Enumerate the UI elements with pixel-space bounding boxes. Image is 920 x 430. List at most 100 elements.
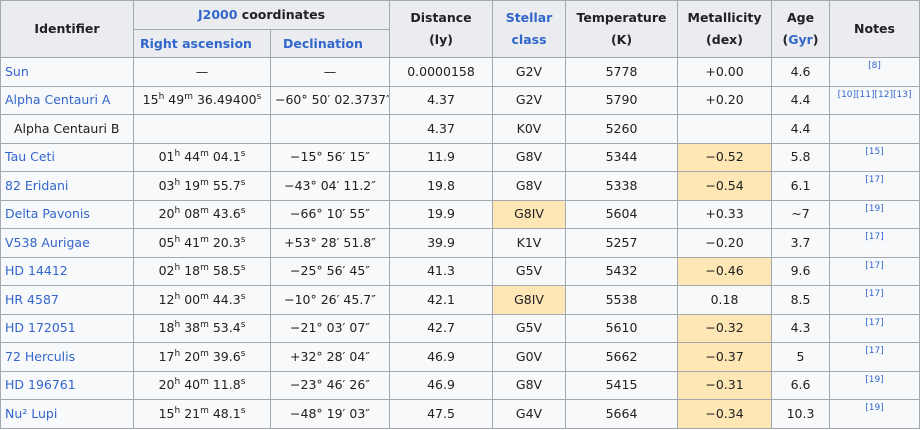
cell-identifier: 72 Herculis	[0, 342, 134, 372]
cell-identifier: Sun	[0, 57, 134, 87]
table-row: 72 Herculis 17h 20m 39.6s +32° 28′ 04″ 46.9…	[0, 342, 920, 372]
cell-temperature: 5338	[565, 171, 679, 201]
header-right-ascension[interactable]: Right ascension	[133, 29, 271, 58]
ra-unit: m	[200, 263, 209, 274]
reference-link[interactable]: [10][11][12][13]	[837, 89, 912, 100]
star-link[interactable]: 82 Eridani	[5, 177, 69, 193]
reference-link[interactable]: [8]	[868, 61, 881, 71]
cell-right-ascension	[133, 114, 271, 144]
cell-age: 4.4	[771, 114, 831, 144]
cell-identifier: Delta Pavonis	[0, 199, 134, 229]
table-row: HD 172051 18h 38m 53.4s −21° 03′ 07″ 42.7 G5…	[0, 313, 920, 343]
cell-stellar-class: K1V	[492, 228, 567, 258]
cell-distance: 11.9	[389, 142, 494, 172]
declination-link[interactable]: Declination	[283, 35, 363, 51]
header-metallicity[interactable]: Metallicity (dex)	[677, 0, 773, 58]
cell-temperature: 5260	[565, 114, 679, 144]
reference-link[interactable]: [15]	[865, 146, 884, 157]
ra-s-value: 58.5	[212, 263, 241, 279]
reference-link[interactable]: [19]	[865, 203, 884, 214]
stellar-class-link-2[interactable]: class	[511, 32, 547, 47]
cell-metallicity: −0.31	[677, 370, 773, 400]
stellar-class-link[interactable]: Stellar	[505, 10, 553, 25]
cell-distance: 19.8	[389, 171, 494, 201]
reference-link[interactable]: [19]	[865, 403, 884, 413]
cell-notes: [19]	[829, 199, 920, 229]
ra-unit: h	[174, 291, 181, 302]
ra-s-value: 11.8	[212, 377, 241, 393]
reference-link[interactable]: [17]	[865, 175, 884, 185]
table-row: Tau Ceti 01h 44m 04.1s −15° 56′ 15″ 11.9 G8V…	[0, 142, 920, 172]
cell-stellar-class: G8V	[492, 142, 567, 172]
reference-link[interactable]: [17]	[865, 260, 884, 271]
reference-link[interactable]: [19]	[865, 374, 884, 385]
cell-age: 5.8	[771, 142, 831, 172]
gyr-link[interactable]: Gyr	[788, 32, 813, 47]
cell-right-ascension: 20h 08m 43.6s	[133, 199, 271, 229]
ra-unit: h	[174, 263, 181, 274]
cell-right-ascension: 15h 49m 36.49400s	[133, 85, 271, 115]
table-row: HD 196761 20h 40m 11.8s −23° 46′ 26″ 46.9 G8…	[0, 370, 920, 400]
ra-unit: h	[158, 92, 165, 103]
header-notes[interactable]: Notes	[829, 0, 920, 58]
header-identifier[interactable]: Identifier	[0, 0, 134, 58]
reference-link[interactable]: [17]	[865, 232, 884, 242]
ra-m-value: 21	[184, 405, 201, 421]
header-age[interactable]: Age (Gyr)	[771, 0, 831, 58]
ra-unit: s	[240, 405, 246, 416]
ra-m-value: 38	[184, 320, 201, 336]
cell-declination: −60° 50′ 02.3737″	[269, 85, 391, 115]
star-link[interactable]: Alpha Centauri A	[5, 92, 111, 108]
ra-unit: s	[240, 206, 246, 217]
reference-link[interactable]: [17]	[865, 317, 884, 328]
cell-declination: −48° 19′ 03″	[269, 399, 391, 429]
cell-notes: [17]	[829, 342, 920, 372]
reference-link[interactable]: [17]	[865, 289, 884, 299]
star-link[interactable]: HR 4587	[5, 291, 59, 307]
cell-right-ascension: —	[133, 57, 271, 87]
j2000-link[interactable]: J2000	[198, 7, 238, 22]
ra-s-value: 39.6	[212, 348, 241, 364]
header-stellar-class[interactable]: Stellar class	[492, 0, 567, 58]
cell-distance: 41.3	[389, 256, 494, 286]
cell-distance: 4.37	[389, 85, 494, 115]
header-distance[interactable]: Distance (ly)	[389, 0, 494, 58]
cell-metallicity: +0.20	[677, 85, 773, 115]
star-link[interactable]: HD 14412	[5, 263, 68, 279]
header-temperature[interactable]: Temperature (K)	[565, 0, 679, 58]
ra-unit: s	[240, 177, 246, 188]
table-row: Alpha Centauri B 4.37 K0V 5260 4.4	[0, 114, 920, 144]
star-link[interactable]: HD 172051	[5, 320, 76, 336]
cell-notes: [17]	[829, 171, 920, 201]
ra-m-value: 40	[184, 377, 201, 393]
star-link[interactable]: Sun	[5, 63, 29, 79]
right-ascension-link[interactable]: Right ascension	[140, 35, 252, 51]
ra-unit: h	[174, 149, 181, 160]
ra-m-value: 20	[184, 348, 201, 364]
cell-temperature: 5604	[565, 199, 679, 229]
table-row: HD 14412 02h 18m 58.5s −25° 56′ 45″ 41.3 G5V…	[0, 256, 920, 286]
cell-temperature: 5538	[565, 285, 679, 315]
cell-metallicity: −0.32	[677, 313, 773, 343]
cell-metallicity: −0.46	[677, 256, 773, 286]
reference-link[interactable]: [17]	[865, 346, 884, 356]
cell-age: 4.4	[771, 85, 831, 115]
ra-unit: m	[184, 92, 193, 103]
cell-temperature: 5344	[565, 142, 679, 172]
ra-unit: s	[240, 263, 246, 274]
ra-unit: m	[200, 291, 209, 302]
ra-unit: s	[240, 149, 246, 160]
star-link[interactable]: HD 196761	[5, 377, 76, 393]
cell-identifier: V538 Aurigae	[0, 228, 134, 258]
star-link[interactable]: Delta Pavonis	[5, 206, 90, 222]
star-link[interactable]: Nu² Lupi	[5, 405, 58, 421]
star-link[interactable]: 72 Herculis	[5, 348, 76, 364]
cell-metallicity: −0.20	[677, 228, 773, 258]
cell-age: 4.6	[771, 57, 831, 87]
cell-right-ascension: 17h 20m 39.6s	[133, 342, 271, 372]
header-declination[interactable]: Declination	[269, 29, 391, 58]
ra-m-value: 00	[184, 291, 201, 307]
star-link[interactable]: V538 Aurigae	[5, 234, 90, 250]
star-link[interactable]: Tau Ceti	[5, 149, 55, 165]
ra-h-value: 02	[158, 263, 175, 279]
